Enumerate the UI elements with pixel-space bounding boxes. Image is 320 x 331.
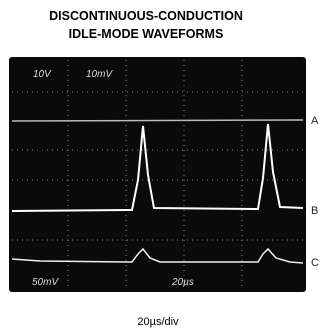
timebase: 20µs/div xyxy=(137,316,179,328)
title-line: DISCONTINUOUS-CONDUCTION xyxy=(49,9,243,23)
scope-label: 10mV xyxy=(86,69,113,80)
channel-label: C xyxy=(311,257,319,269)
figure: DISCONTINUOUS-CONDUCTION IDLE-MODE WAVEF… xyxy=(0,0,319,331)
trace-a xyxy=(12,120,303,121)
channel-label: A xyxy=(311,115,319,127)
scope-label: 50mV xyxy=(32,277,59,288)
title-line: IDLE-MODE WAVEFORMS xyxy=(69,27,224,41)
scope-label: 10V xyxy=(33,69,52,80)
scope-label: 20µs xyxy=(171,277,194,288)
channel-label: B xyxy=(311,205,318,217)
